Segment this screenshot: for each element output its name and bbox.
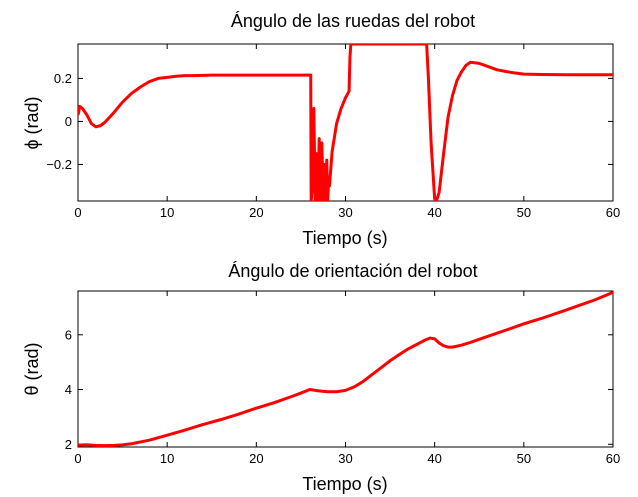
chart-title: Ángulo de las ruedas del robot xyxy=(231,11,475,31)
data-lines xyxy=(78,291,613,447)
x-tick-label: 20 xyxy=(249,451,263,466)
subplot-wheel-angle: Ángulo de las ruedas del robot 0 10 20 30 40… xyxy=(22,11,620,248)
y-tick-label: 6 xyxy=(65,327,72,342)
y-ticks: −0.2 0 0.2 xyxy=(46,71,613,172)
x-ticks: 0 10 20 30 40 50 60 xyxy=(74,291,620,466)
data-lines xyxy=(78,44,613,201)
x-axis-label: Tiempo (s) xyxy=(302,474,387,494)
y-tick-label: 0 xyxy=(65,114,72,129)
axes-frame xyxy=(77,43,614,202)
x-tick-label: 20 xyxy=(249,205,263,220)
y-tick-label: 2 xyxy=(65,437,72,452)
y-axis-label: θ (rad) xyxy=(22,342,42,395)
series-line xyxy=(78,44,613,201)
y-tick-label: −0.2 xyxy=(46,157,72,172)
series-line xyxy=(78,291,613,447)
x-tick-label: 40 xyxy=(427,205,441,220)
x-axis-label: Tiempo (s) xyxy=(302,228,387,248)
x-tick-label: 50 xyxy=(517,451,531,466)
y-tick-label: 4 xyxy=(65,382,72,397)
x-tick-label: 0 xyxy=(74,451,81,466)
x-tick-label: 40 xyxy=(427,451,441,466)
x-ticks: 0 10 20 30 40 50 60 xyxy=(74,44,620,220)
chart-title: Ángulo de orientación del robot xyxy=(228,261,477,281)
x-tick-label: 0 xyxy=(74,205,81,220)
y-axis-label: ϕ (rad) xyxy=(22,96,42,149)
x-tick-label: 60 xyxy=(606,205,620,220)
axes-frame xyxy=(77,290,614,448)
x-tick-label: 30 xyxy=(338,451,352,466)
y-tick-label: 0.2 xyxy=(54,71,72,86)
x-tick-label: 10 xyxy=(160,451,174,466)
x-tick-label: 60 xyxy=(606,451,620,466)
subplot-orientation-angle: Ángulo de orientación del robot 0 10 20 30 4… xyxy=(22,261,620,494)
x-tick-label: 50 xyxy=(517,205,531,220)
x-tick-label: 10 xyxy=(160,205,174,220)
x-tick-label: 30 xyxy=(338,205,352,220)
